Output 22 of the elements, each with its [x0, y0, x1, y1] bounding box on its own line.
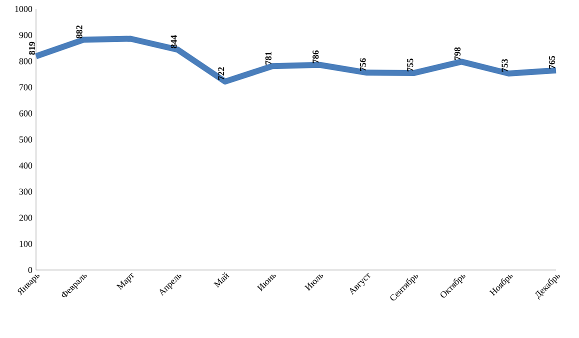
data-label: 756 [360, 58, 366, 71]
data-label: 844 [170, 35, 177, 48]
y-tick-label: 300 [19, 188, 32, 195]
y-tick-label: 200 [19, 214, 32, 221]
y-tick-label: 100 [20, 240, 32, 247]
data-label: 722 [218, 67, 224, 80]
data-label: 882 [76, 25, 82, 38]
y-tick-label: 700 [20, 84, 32, 90]
data-label: 786 [312, 50, 319, 64]
y-tick-label: 800 [19, 58, 32, 64]
y-tick-label: 1000 [15, 6, 32, 12]
y-tick-label: 0 [28, 266, 32, 274]
y-tick-label: 500 [19, 136, 32, 143]
data-label: 819 [28, 42, 36, 55]
data-label: 765 [548, 56, 556, 69]
y-tick-label: 900 [19, 32, 32, 38]
data-label: 753 [502, 59, 508, 72]
data-label: 755 [407, 58, 414, 72]
data-label: 798 [454, 47, 460, 60]
data-label: 781 [265, 52, 272, 64]
y-tick-label: 600 [19, 110, 32, 116]
y-tick-label: 400 [19, 162, 32, 169]
